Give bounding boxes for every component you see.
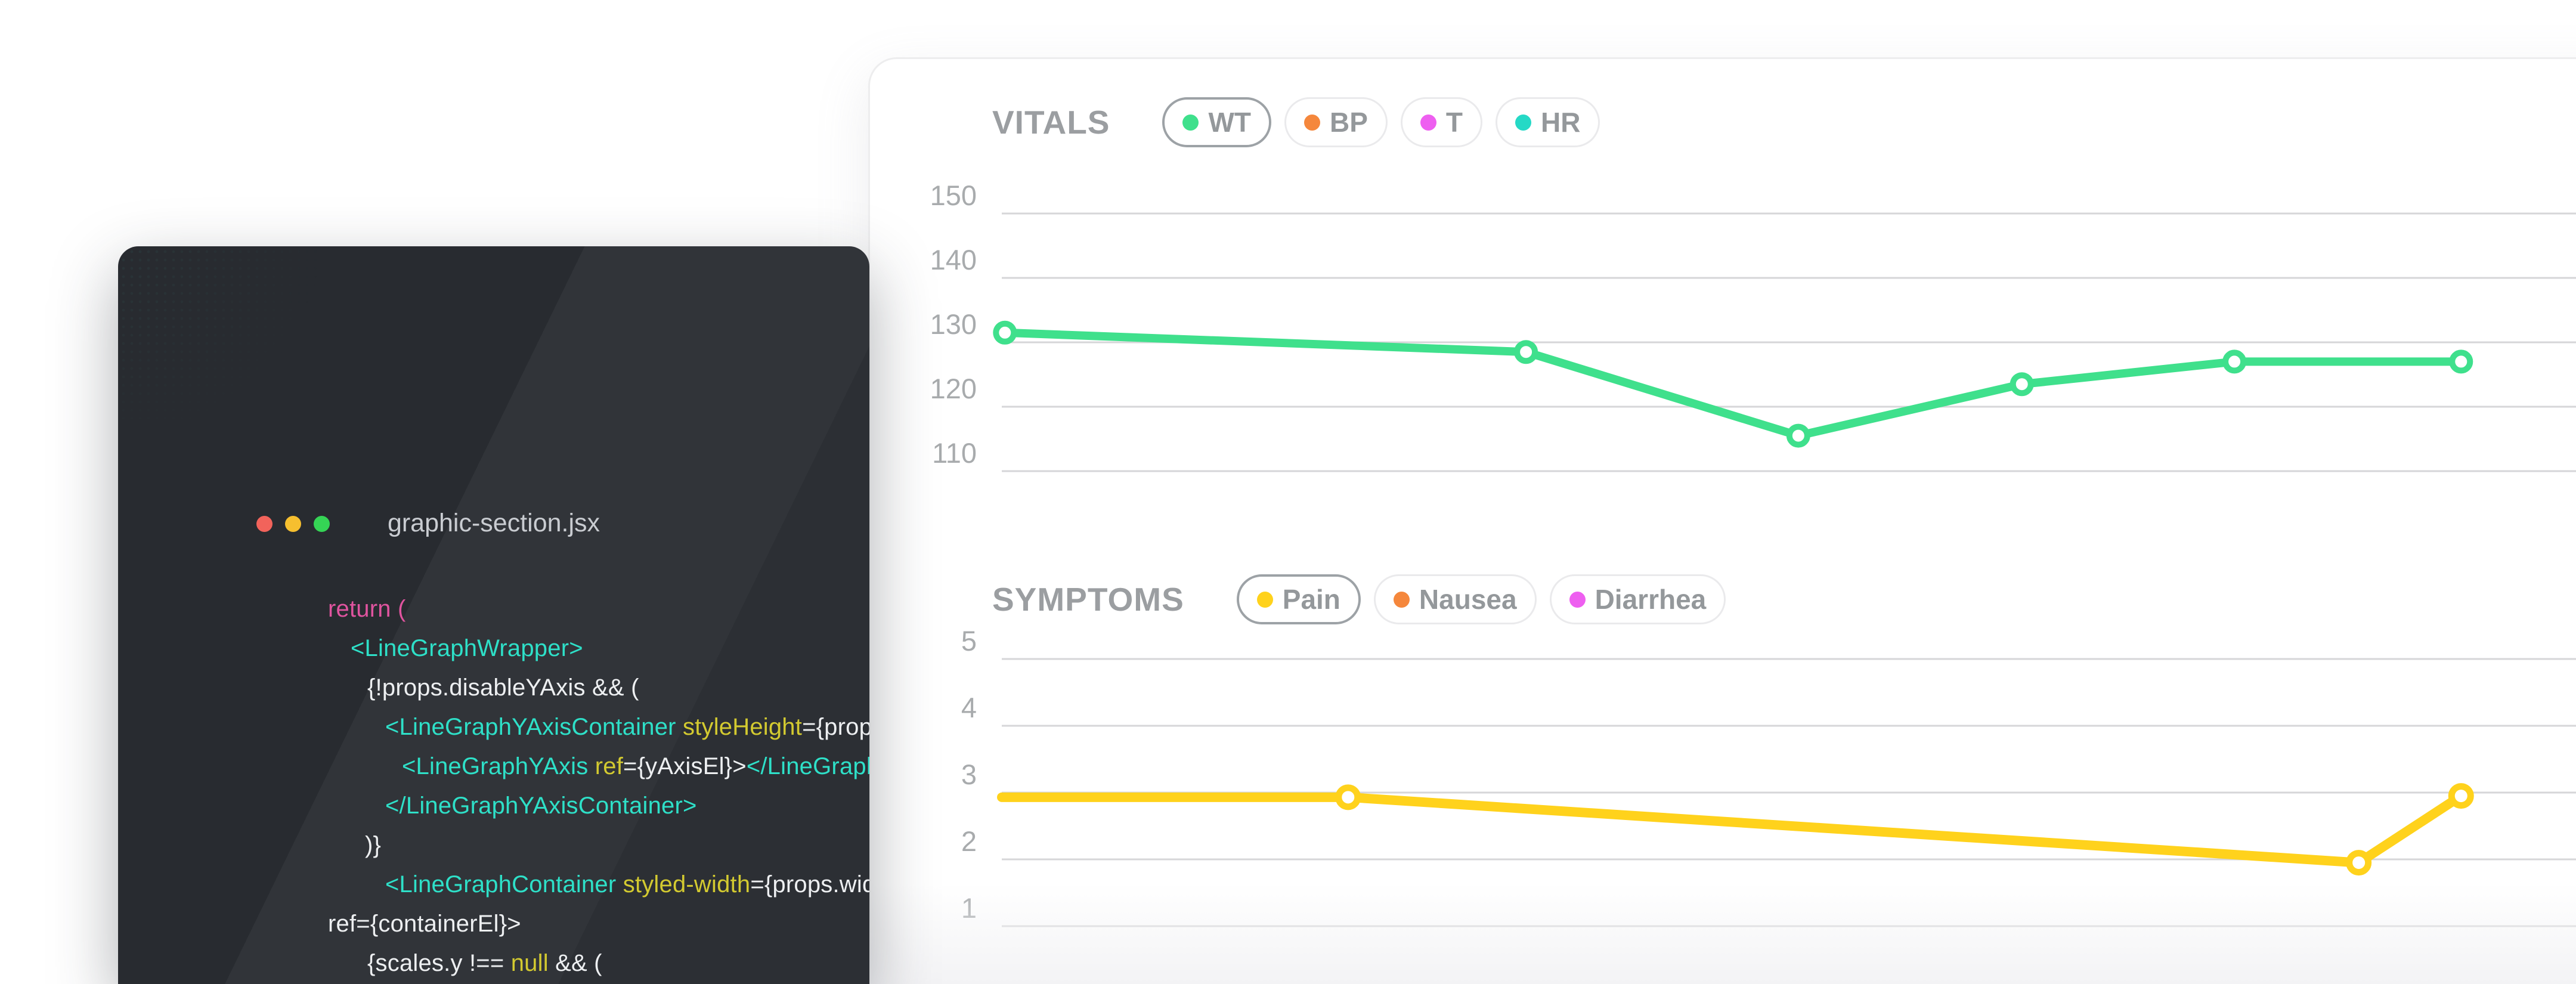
code-line: <LineGraphWrapper> [351,629,846,668]
code-token: <LineGraphContainer [385,871,623,898]
t-series-dot-icon [1420,114,1436,131]
code-line: <LineGraphContainer styled-width={props.… [385,865,869,904]
vitals-header: VITALS WT BP T HR [992,95,1600,149]
code-line: )} [365,825,846,865]
legend-pill-label: WT [1208,107,1251,138]
code-token: ={props.width} [750,871,869,898]
code-token: styleHeight [682,714,803,740]
close-window-icon[interactable] [256,516,273,532]
pain-series-dot-icon [1256,591,1273,608]
legend-pill-label: Nausea [1419,584,1517,615]
code-line: {scales.y !== null && ( [367,943,846,983]
window-title: graphic-section.jsx [387,509,600,537]
legend-pill-nausea[interactable]: Nausea [1373,574,1537,624]
code-token: null [510,950,549,976]
code-token: return ( [328,596,406,622]
vitals-title: VITALS [992,104,1110,141]
hr-series-dot-icon [1515,114,1532,131]
code-line: {!props.disableYAxis && ( [367,668,846,707]
code-editor-window[interactable]: graphic-section.jsx return ( <LineGraphW… [118,246,869,984]
code-token: {scales.y !== [367,950,511,976]
symptoms-header: SYMPTOMS Pain Nausea Diarrhea [992,573,1726,626]
code-token: ref={containerEl}> [328,911,521,937]
window-controls [256,516,330,532]
code-line: ref={containerEl}> [328,904,846,943]
bp-series-dot-icon [1304,114,1320,131]
code-content: return ( <LineGraphWrapper> {!props.disa… [328,589,869,984]
symptoms-legend: Pain Nausea Diarrhea [1236,574,1726,624]
legend-pill-bp[interactable]: BP [1284,97,1388,147]
code-token: </LineGraphYAxis> [746,753,869,779]
code-line: </LineGraphYAxisContainer> [385,786,846,825]
code-token: </LineGraphYAxisContainer> [385,793,697,819]
code-token: ref [595,753,624,779]
nausea-series-dot-icon [1393,591,1410,608]
zoom-window-icon[interactable] [314,516,330,532]
legend-pill-t[interactable]: T [1400,97,1483,147]
legend-pill-label: Pain [1282,584,1340,615]
code-token: {!props.disableYAxis && ( [367,674,639,701]
code-token: ={props.height}> [802,714,869,740]
code-line: <LineGraphYAxis ref={yAxisEl}></LineGrap… [402,747,869,786]
code-token: && ( [548,950,602,976]
legend-pill-label: Diarrhea [1594,584,1707,615]
vitals-symptoms-card [868,57,2576,984]
window-titlebar[interactable] [118,246,869,312]
legend-pill-label: HR [1541,107,1581,138]
vitals-legend: WT BP T HR [1162,97,1600,147]
wt-series-dot-icon [1182,114,1199,131]
diarrhea-series-dot-icon [1569,591,1586,608]
code-line: return ( [328,589,846,629]
symptoms-title: SYMPTOMS [992,581,1184,618]
legend-pill-label: BP [1330,107,1368,138]
legend-pill-pain[interactable]: Pain [1236,574,1361,624]
minimize-window-icon[interactable] [285,516,301,532]
code-token: <LineGraphYAxisContainer [385,714,683,740]
code-token: <LineGraphYAxis [402,753,595,779]
legend-pill-wt[interactable]: WT [1162,97,1271,147]
code-line: <LineGraphYAxisContainer styleHeight={pr… [385,707,869,747]
code-token: <LineGraphWrapper> [351,635,583,661]
code-token: ={yAxisEl}> [623,753,747,779]
code-token: styled-width [623,871,751,898]
legend-pill-label: T [1445,107,1463,138]
code-token: )} [365,832,382,858]
legend-pill-hr[interactable]: HR [1496,97,1600,147]
legend-pill-diarrhea[interactable]: Diarrhea [1549,574,1726,624]
